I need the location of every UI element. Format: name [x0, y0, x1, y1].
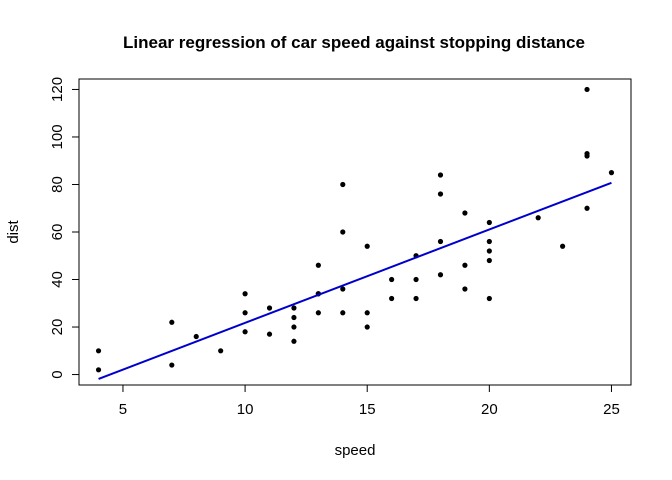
y-tick-label: 40 — [49, 271, 66, 288]
data-point — [266, 331, 273, 337]
data-point — [462, 262, 468, 268]
data-point — [291, 324, 297, 330]
data-point — [291, 305, 297, 311]
x-tick-label: 20 — [481, 401, 498, 418]
data-point — [437, 172, 444, 178]
data-point — [364, 243, 370, 249]
data-point — [462, 210, 468, 216]
data-point — [242, 291, 248, 297]
y-tick-label: 100 — [49, 124, 66, 149]
y-tick-label: 80 — [49, 176, 66, 193]
data-point — [486, 238, 492, 245]
data-point — [315, 262, 321, 268]
regression-line — [98, 181, 612, 380]
data-point — [291, 314, 297, 321]
data-point — [413, 295, 419, 302]
data-point — [486, 295, 492, 302]
data-point — [95, 348, 102, 354]
x-axis: 5 10 15 20 25 — [119, 384, 620, 418]
data-point — [437, 238, 444, 245]
data-point — [584, 150, 590, 157]
data-point — [266, 305, 273, 311]
data-point — [340, 229, 346, 235]
data-point — [584, 86, 590, 93]
data-point — [486, 248, 492, 254]
x-axis-label: speed — [335, 442, 376, 459]
x-tick-label: 25 — [603, 401, 620, 418]
data-point — [242, 310, 248, 316]
data-point — [462, 286, 468, 292]
data-point — [364, 310, 370, 316]
data-point — [560, 243, 566, 249]
data-point — [291, 338, 297, 344]
chart-title: Linear regression of car speed against s… — [123, 33, 585, 52]
y-axis: 0 20 40 60 80 100 120 — [49, 77, 80, 379]
data-point — [315, 310, 321, 316]
data-point — [486, 219, 492, 226]
data-point — [364, 324, 370, 330]
data-point — [169, 319, 175, 325]
data-point — [242, 329, 248, 335]
x-tick-label: 10 — [237, 401, 254, 418]
y-axis-label: dist — [5, 219, 22, 243]
data-point — [389, 295, 395, 302]
y-tick-label: 0 — [49, 370, 66, 378]
data-point — [95, 367, 102, 373]
data-point — [437, 272, 444, 278]
data-point — [169, 362, 175, 368]
data-point — [340, 286, 346, 292]
data-point — [584, 205, 590, 211]
plot-frame — [78, 78, 632, 386]
data-point — [608, 170, 615, 176]
x-tick-label: 15 — [359, 401, 376, 418]
data-point — [218, 348, 224, 354]
y-tick-label: 120 — [49, 77, 66, 102]
data-point — [340, 181, 346, 188]
y-tick-label: 20 — [49, 319, 66, 336]
data-point — [535, 215, 541, 221]
data-point — [193, 333, 199, 340]
data-point — [413, 276, 419, 283]
data-point — [486, 257, 492, 264]
data-point — [389, 276, 395, 283]
y-tick-label: 60 — [49, 224, 66, 241]
data-point — [437, 191, 444, 197]
data-point — [340, 310, 346, 316]
x-tick-label: 5 — [119, 401, 127, 418]
data-points — [95, 86, 615, 373]
